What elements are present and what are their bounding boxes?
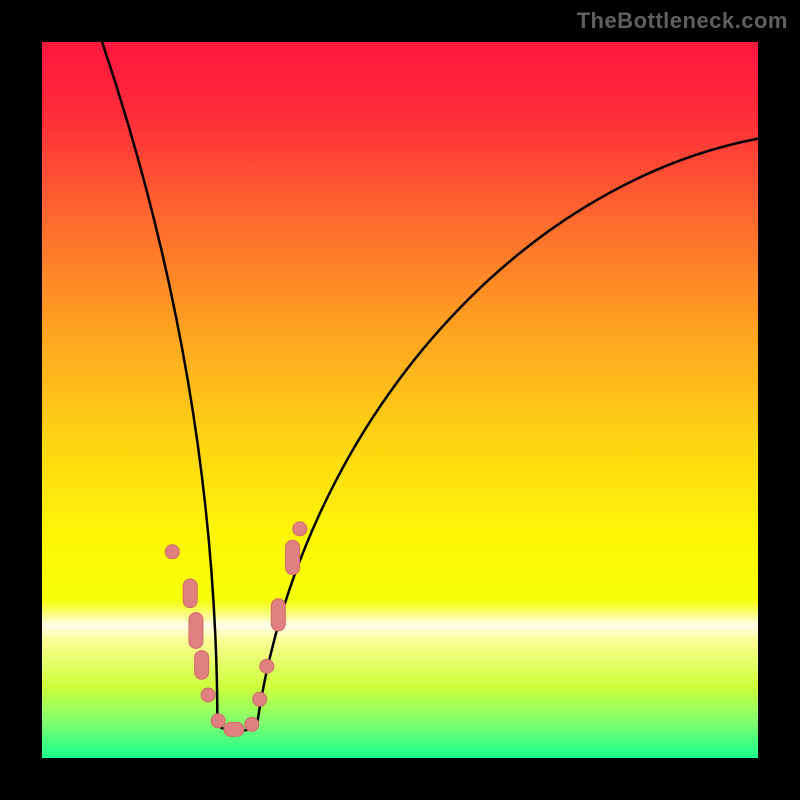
data-marker: [211, 714, 225, 728]
data-marker: [189, 613, 203, 649]
data-marker: [183, 579, 197, 608]
data-marker: [201, 688, 215, 702]
data-marker: [253, 692, 267, 706]
data-marker: [224, 722, 244, 736]
data-marker: [165, 545, 179, 559]
data-marker: [286, 540, 300, 574]
data-marker: [245, 717, 259, 731]
chart-frame: TheBottleneck.com: [0, 0, 800, 800]
data-marker: [271, 599, 285, 631]
data-marker: [260, 659, 274, 673]
chart-svg: [0, 0, 800, 800]
data-marker: [195, 651, 209, 680]
data-marker: [293, 522, 307, 536]
